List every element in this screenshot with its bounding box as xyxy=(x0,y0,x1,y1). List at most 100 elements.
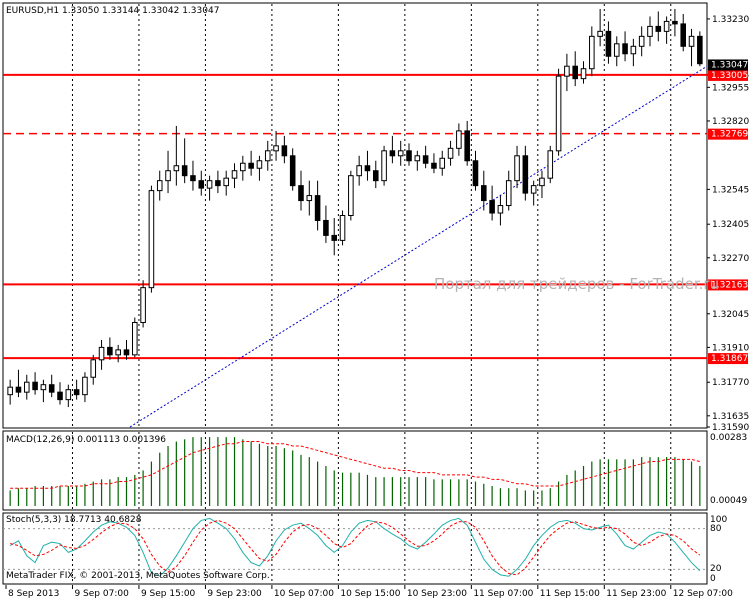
price-panel[interactable]: 1.33230 1.33005 1.32955 1.32820 1.32545 1.324… xyxy=(2,2,749,433)
stoch-tick-0: 0 xyxy=(710,574,716,584)
candle-bull xyxy=(539,177,545,187)
candle-bull xyxy=(497,205,504,214)
candle-bull xyxy=(165,170,171,182)
candle-bull xyxy=(115,349,121,356)
level-label: 1.33005 xyxy=(711,71,748,81)
candle-bull xyxy=(148,190,155,289)
time-tick-label: 11 Sep 15:00 xyxy=(540,589,600,599)
stoch-tick-100: 100 xyxy=(710,515,727,525)
symbol-header: EURUSD,H1 1.33050 1.33144 1.33042 1.3304… xyxy=(6,6,219,16)
candle-bull xyxy=(456,130,462,149)
candle-bull xyxy=(231,170,238,179)
candle-bull xyxy=(339,215,346,241)
macd-panel[interactable]: MACD(12,26,9) 0.001113 0.001396 0.00283 … xyxy=(2,430,747,511)
time-tick-label: 12 Sep 07:00 xyxy=(673,589,733,599)
price-tick-label: 1.31910 xyxy=(712,343,749,353)
candle-bear xyxy=(73,389,80,396)
macd-title: MACD(12,26,9) 0.001113 0.001396 xyxy=(6,435,166,445)
trendline-path xyxy=(129,65,708,428)
candle-bull xyxy=(439,157,446,169)
horizontal-levels[interactable]: 1.33005 1.32769 1.32163 1.31867 1.33047 xyxy=(3,59,748,365)
candle-bear xyxy=(431,162,437,169)
time-tick-label: 11 Sep 23:00 xyxy=(606,589,666,599)
time-tick-label: 11 Sep 07:00 xyxy=(473,589,533,599)
candle-bear xyxy=(522,155,529,194)
level-label: 1.32769 xyxy=(711,130,748,140)
candlesticks xyxy=(7,8,703,408)
stoch-panel[interactable]: Stoch(5,3,3) 18.7713 40.6828 100 80 20 0… xyxy=(2,512,727,585)
candle-bull xyxy=(647,25,653,37)
candle-bear xyxy=(655,25,662,32)
candle-bull xyxy=(240,162,246,172)
current-price-box xyxy=(708,59,748,71)
candle-bear xyxy=(298,185,304,202)
price-tick-label: 1.32270 xyxy=(712,254,749,264)
candle-bull xyxy=(381,150,387,182)
level-label: 1.32163 xyxy=(711,280,748,290)
time-tick-label: 10 Sep 15:00 xyxy=(340,589,400,599)
candle-bull xyxy=(564,65,570,77)
candle-bull xyxy=(613,43,620,57)
candle-bear xyxy=(697,35,703,65)
candle-bear xyxy=(489,200,495,214)
candle-bull xyxy=(356,165,362,177)
level-label-box xyxy=(708,353,748,365)
candle-bull xyxy=(638,35,645,47)
candle-bear xyxy=(107,346,113,356)
candle-bear xyxy=(32,381,38,391)
candle-bear xyxy=(248,162,254,169)
candle-bear xyxy=(389,150,396,157)
level-label-box xyxy=(708,128,748,140)
candle-bull xyxy=(206,180,213,189)
time-tick-label: 9 Sep 07:00 xyxy=(74,589,129,599)
candle-bull xyxy=(256,160,263,169)
candle-bull xyxy=(23,381,30,393)
candle-bear xyxy=(481,185,487,202)
candle-bull xyxy=(173,165,180,172)
price-tick-label: 1.31770 xyxy=(712,378,749,388)
macd-histogram xyxy=(9,437,701,506)
level-label-box xyxy=(708,69,748,81)
stoch-tick-20: 20 xyxy=(710,564,722,574)
candle-bull xyxy=(530,185,537,194)
candle-bull xyxy=(589,35,595,70)
candle-bull xyxy=(688,35,695,47)
candle-bull xyxy=(98,346,105,361)
macd-signal-line xyxy=(10,441,700,489)
candle-bull xyxy=(264,150,271,162)
time-tick-label: 9 Sep 23:00 xyxy=(207,589,262,599)
candle-bull xyxy=(447,147,454,159)
candle-bear xyxy=(464,130,470,162)
candle-bear xyxy=(422,155,429,164)
price-tick-label: 1.32045 xyxy=(712,310,749,320)
candle-bear xyxy=(198,180,205,189)
candle-bear xyxy=(372,170,379,182)
level-label: 1.31867 xyxy=(711,354,748,364)
candle-bear xyxy=(123,349,130,356)
candle-bull xyxy=(555,75,562,152)
macd-tick-bottom: 0.00049 xyxy=(710,496,747,506)
candle-bull xyxy=(156,180,163,192)
price-tick-label: 1.32820 xyxy=(712,117,749,127)
stoch-tick-80: 80 xyxy=(710,524,722,534)
candle-bear xyxy=(281,145,288,157)
candle-bull xyxy=(414,155,421,162)
candle-bear xyxy=(314,195,321,221)
candle-bull xyxy=(40,384,47,391)
trendline[interactable] xyxy=(129,65,708,428)
candle-bear xyxy=(289,155,296,187)
candle-bear xyxy=(215,180,221,187)
stoch-main-line xyxy=(9,517,701,577)
time-tick-label: 9 Sep 15:00 xyxy=(141,589,196,599)
price-tick-label: 1.31590 xyxy=(712,423,749,433)
watermark: Портал для трейдеров - ForTrader.ru xyxy=(434,275,719,293)
price-panel-frame xyxy=(2,2,708,429)
time-tick-label: 8 Sep 2013 xyxy=(8,589,59,599)
candle-bull xyxy=(223,177,229,187)
candle-bear xyxy=(672,20,678,25)
candle-bull xyxy=(397,150,404,157)
candle-bear xyxy=(472,160,479,187)
stoch-signal-line xyxy=(10,519,701,576)
price-tick-label: 1.32405 xyxy=(712,220,749,230)
